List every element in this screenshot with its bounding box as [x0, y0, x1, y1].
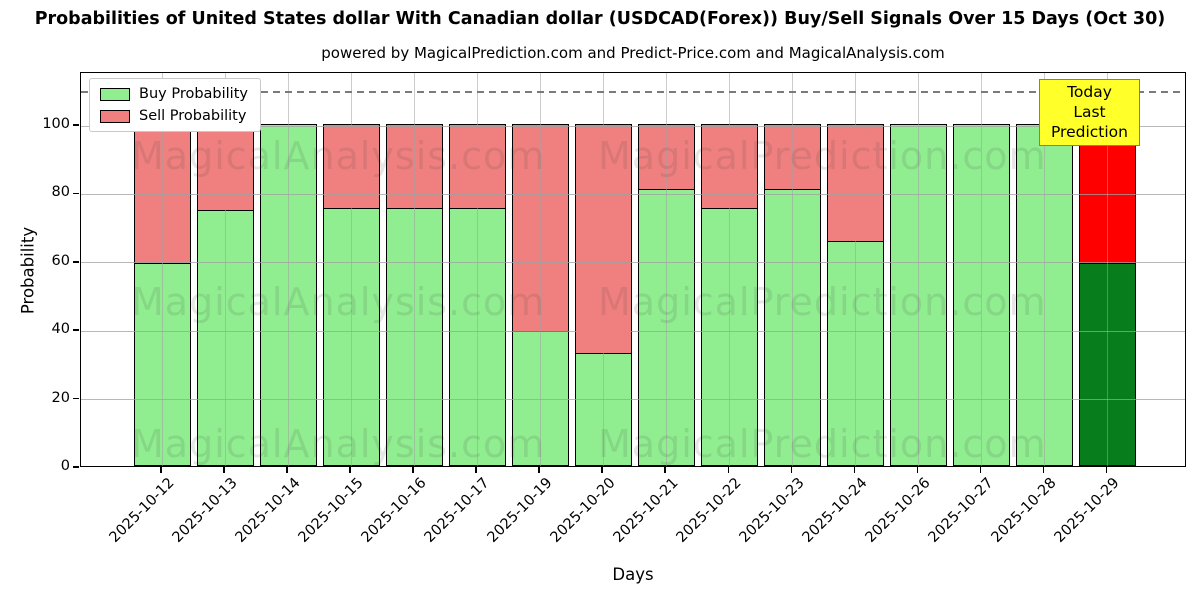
x-tick-mark — [790, 467, 793, 473]
plot-area: MagicalAnalysis.com MagicalPrediction.com… — [80, 72, 1186, 467]
gridline-x — [287, 73, 289, 466]
x-tick-label: 2025-10-28 — [988, 475, 1060, 546]
legend-buy-label: Buy Probability — [139, 86, 248, 102]
gridline-y — [81, 125, 1185, 127]
y-tick-label: 60 — [51, 252, 70, 269]
y-tick-mark — [73, 329, 79, 331]
gridline-x — [602, 73, 604, 466]
x-tick-mark — [286, 467, 288, 473]
x-tick-label: 2025-10-22 — [673, 475, 745, 546]
watermark-text: MagicalPrediction.com — [598, 280, 1047, 324]
x-tick-mark — [916, 467, 919, 473]
gridline-x — [476, 73, 478, 466]
y-tick-mark — [73, 466, 79, 468]
chart-title: Probabilities of United States dollar Wi… — [34, 9, 1166, 29]
gridline-y — [81, 399, 1185, 401]
gridline-x — [728, 73, 730, 466]
x-tick-label: 2025-10-20 — [547, 475, 619, 546]
x-tick-mark — [538, 467, 540, 473]
gridline-x — [917, 73, 919, 466]
x-tick-label: 2025-10-29 — [1051, 475, 1123, 546]
chart-subtitle: powered by MagicalPrediction.com and Pre… — [321, 44, 945, 62]
legend: Buy Probability Sell Probability — [89, 78, 261, 132]
gridline-x — [791, 73, 793, 466]
x-tick-mark — [160, 467, 162, 473]
gridline-x — [350, 73, 352, 466]
gridline-x — [1043, 73, 1045, 466]
legend-entry-buy: Buy Probability — [100, 86, 248, 102]
y-tick-mark — [73, 124, 79, 126]
watermark-text: MagicalAnalysis.com — [131, 422, 546, 466]
today-annotation-line2: Last Prediction — [1050, 103, 1128, 142]
today-annotation: Today Last Prediction — [1039, 79, 1140, 147]
watermark-text: MagicalPrediction.com — [598, 134, 1047, 178]
x-tick-mark — [601, 467, 603, 473]
today-annotation-line1: Today — [1067, 83, 1112, 101]
x-tick-mark — [412, 467, 414, 473]
gridline-x — [854, 73, 856, 466]
x-tick-label: 2025-10-15 — [295, 475, 367, 546]
y-tick-mark — [73, 192, 79, 195]
y-tick-label: 100 — [42, 116, 70, 132]
watermark-text: MagicalPrediction.com — [598, 422, 1047, 466]
x-tick-label: 2025-10-21 — [610, 475, 682, 546]
legend-entry-sell: Sell Probability — [100, 108, 248, 124]
gridline-y — [81, 330, 1185, 332]
x-tick-mark — [1105, 467, 1108, 473]
gridline-x — [161, 73, 163, 466]
x-tick-mark — [727, 467, 730, 473]
y-tick-label: 20 — [51, 389, 70, 406]
x-tick-label: 2025-10-27 — [925, 475, 997, 546]
gridline-x — [224, 73, 226, 466]
y-tick-mark — [73, 397, 79, 400]
x-tick-mark — [664, 467, 666, 473]
x-tick-label: 2025-10-14 — [232, 475, 304, 546]
gridline-y — [81, 262, 1185, 264]
gridline-x — [980, 73, 982, 466]
y-tick-label: 80 — [51, 184, 70, 201]
x-tick-label: 2025-10-16 — [358, 475, 430, 546]
y-tick-label: 0 — [60, 458, 70, 474]
x-axis-label: Days — [612, 565, 654, 584]
y-axis-label: Probability — [18, 226, 38, 315]
watermark-text: MagicalAnalysis.com — [131, 280, 546, 324]
x-tick-mark — [979, 467, 982, 473]
gridline-x — [665, 73, 667, 466]
gridline-x — [539, 73, 541, 466]
threshold-dashed-line — [81, 91, 1185, 93]
x-tick-label: 2025-10-13 — [169, 475, 241, 546]
x-tick-label: 2025-10-12 — [106, 475, 178, 546]
gridline-x — [1106, 73, 1108, 466]
legend-sell-label: Sell Probability — [139, 108, 247, 124]
x-tick-mark — [223, 467, 225, 473]
x-tick-label: 2025-10-17 — [421, 475, 493, 546]
x-tick-mark — [853, 467, 856, 473]
y-tick-label: 40 — [51, 321, 70, 338]
sell-swatch-icon — [100, 109, 130, 123]
x-tick-mark — [1042, 467, 1045, 473]
watermark-text: MagicalAnalysis.com — [131, 134, 546, 178]
x-tick-mark — [349, 467, 351, 473]
x-tick-label: 2025-10-23 — [736, 475, 808, 546]
buy-swatch-icon — [100, 87, 130, 101]
x-tick-label: 2025-10-19 — [484, 475, 556, 546]
x-tick-label: 2025-10-26 — [862, 475, 934, 546]
gridline-y — [81, 193, 1185, 195]
y-tick-mark — [73, 261, 79, 263]
x-tick-label: 2025-10-24 — [799, 475, 871, 546]
x-tick-mark — [475, 467, 477, 473]
gridline-x — [413, 73, 415, 466]
